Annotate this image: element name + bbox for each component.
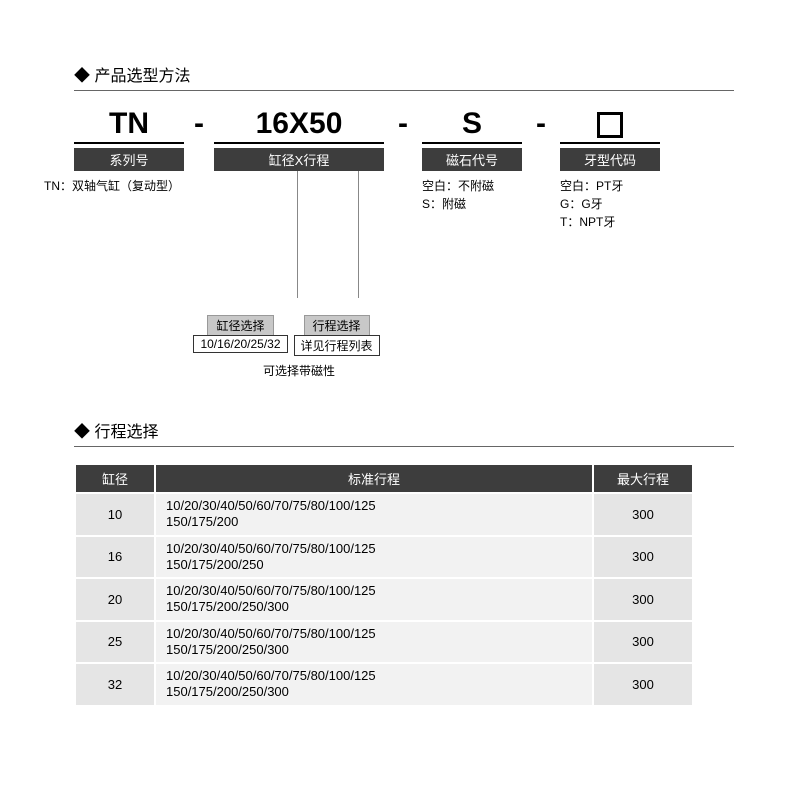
- stroke-callout: 行程选择 详见行程列表: [294, 315, 380, 356]
- stroke-callout-label: 行程选择: [304, 315, 370, 336]
- bore-cell: 20: [75, 578, 155, 621]
- section-title-stroke: 行程选择: [74, 418, 734, 442]
- table-header-row: 缸径 标准行程 最大行程: [75, 464, 693, 493]
- magnet-code: S: [462, 107, 482, 140]
- bore-cell: 25: [75, 621, 155, 664]
- bore-cell: 10: [75, 493, 155, 536]
- dash-3: -: [522, 107, 560, 140]
- max-stroke-cell: 300: [593, 578, 693, 621]
- series-label: 系列号: [74, 148, 184, 171]
- table-row: 3210/20/30/40/50/60/70/75/80/100/125150/…: [75, 663, 693, 706]
- magnet-desc: 空白：不附磁 S：附磁: [422, 177, 522, 213]
- std-stroke-cell: 10/20/30/40/50/60/70/75/80/100/125150/17…: [155, 621, 593, 664]
- max-stroke-cell: 300: [593, 493, 693, 536]
- std-stroke-cell: 10/20/30/40/50/60/70/75/80/100/125150/17…: [155, 493, 593, 536]
- stroke-callout-value: 详见行程列表: [294, 335, 380, 356]
- bore-callout-label: 缸径选择: [207, 315, 273, 336]
- dash-1: -: [184, 107, 214, 140]
- table-row: 2010/20/30/40/50/60/70/75/80/100/125150/…: [75, 578, 693, 621]
- bore-stroke-label: 缸径X行程: [214, 148, 384, 171]
- stroke-selection-section: 行程选择 缸径 标准行程 最大行程 1010/20/30/40/50/60/70…: [74, 418, 734, 707]
- max-stroke-cell: 300: [593, 621, 693, 664]
- series-code: TN: [109, 107, 149, 140]
- callout-row: 缸径选择 10/16/20/25/32 行程选择 详见行程列表: [177, 315, 397, 356]
- std-stroke-cell: 10/20/30/40/50/60/70/75/80/100/125150/17…: [155, 536, 593, 579]
- table-row: 1010/20/30/40/50/60/70/75/80/100/125150/…: [75, 493, 693, 536]
- table-row: 2510/20/30/40/50/60/70/75/80/100/125150/…: [75, 621, 693, 664]
- selection-method-section: 产品选型方法 TN 系列号 TN：双轴气缸（复动型） - 16X50 缸径X行程…: [74, 62, 734, 379]
- series-desc: TN：双轴气缸（复动型）: [44, 177, 214, 195]
- square-icon: [597, 112, 623, 138]
- stroke-table: 缸径 标准行程 最大行程 1010/20/30/40/50/60/70/75/8…: [74, 463, 694, 707]
- bore-cell: 16: [75, 536, 155, 579]
- col-max: 最大行程: [593, 464, 693, 493]
- model-magnet: S 磁石代号 空白：不附磁 S：附磁: [422, 107, 522, 213]
- magnetic-note: 可选择带磁性: [263, 362, 335, 379]
- std-stroke-cell: 10/20/30/40/50/60/70/75/80/100/125150/17…: [155, 578, 593, 621]
- max-stroke-cell: 300: [593, 663, 693, 706]
- dash-2: -: [384, 107, 422, 140]
- model-series: TN 系列号 TN：双轴气缸（复动型）: [74, 107, 184, 195]
- thread-label: 牙型代码: [560, 148, 660, 171]
- magnet-label: 磁石代号: [422, 148, 522, 171]
- col-std: 标准行程: [155, 464, 593, 493]
- divider-2: [74, 446, 734, 447]
- max-stroke-cell: 300: [593, 536, 693, 579]
- table-row: 1610/20/30/40/50/60/70/75/80/100/125150/…: [75, 536, 693, 579]
- thread-desc: 空白：PT牙 G：G牙 T：NPT牙: [560, 177, 660, 231]
- thread-code: [597, 107, 623, 140]
- bore-callout: 缸径选择 10/16/20/25/32: [193, 315, 287, 356]
- col-bore: 缸径: [75, 464, 155, 493]
- bore-callout-value: 10/16/20/25/32: [193, 335, 287, 353]
- bore-stroke-code: 16X50: [256, 107, 343, 140]
- model-code-row: TN 系列号 TN：双轴气缸（复动型） - 16X50 缸径X行程 缸径选择 1…: [74, 107, 734, 379]
- bore-cell: 32: [75, 663, 155, 706]
- section-title-selection: 产品选型方法: [74, 62, 734, 86]
- model-thread: 牙型代码 空白：PT牙 G：G牙 T：NPT牙: [560, 107, 660, 231]
- divider: [74, 90, 734, 91]
- std-stroke-cell: 10/20/30/40/50/60/70/75/80/100/125150/17…: [155, 663, 593, 706]
- model-bore-stroke: 16X50 缸径X行程 缸径选择 10/16/20/25/32 行程选择 详见行…: [214, 107, 384, 379]
